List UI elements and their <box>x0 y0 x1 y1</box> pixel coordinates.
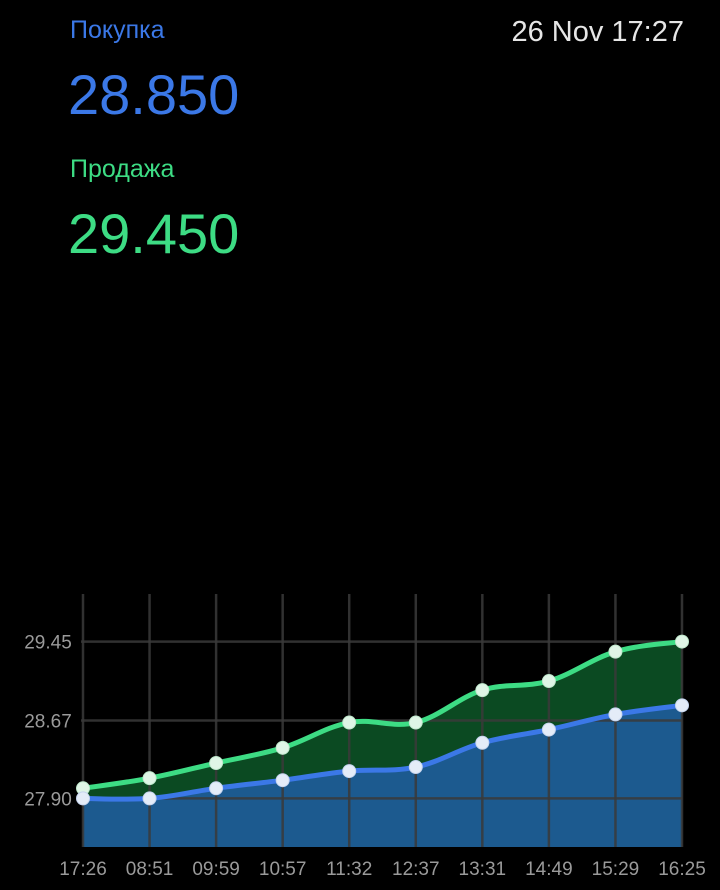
y-tick-label: 29.45 <box>24 633 72 654</box>
x-tick-label: 10:57 <box>259 859 307 880</box>
sell-point <box>209 756 224 771</box>
buy-label: Покупка <box>70 16 165 44</box>
x-tick-label: 17:26 <box>59 859 107 880</box>
sell-point <box>608 644 623 659</box>
buy-point <box>275 773 290 788</box>
x-tick-label: 08:51 <box>126 859 174 880</box>
x-tick-label: 11:32 <box>326 859 372 880</box>
x-tick-label: 09:59 <box>192 859 240 880</box>
x-tick-label: 12:37 <box>392 859 440 880</box>
buy-point <box>475 735 490 750</box>
sell-point <box>342 715 357 730</box>
y-tick-label: 27.90 <box>24 789 72 810</box>
sell-label: Продажа <box>70 155 175 183</box>
sell-point <box>541 674 556 689</box>
buy-point <box>76 791 90 806</box>
sell-point <box>142 771 157 786</box>
buy-point <box>142 791 157 806</box>
sell-point <box>675 634 689 649</box>
x-tick-label: 14:49 <box>525 859 573 880</box>
buy-point <box>675 698 689 713</box>
x-tick-label: 15:29 <box>592 859 640 880</box>
buy-point <box>608 707 623 722</box>
sell-point <box>275 740 290 755</box>
sell-point <box>475 683 490 698</box>
buy-area <box>83 705 682 847</box>
y-tick-label: 28.67 <box>24 712 72 733</box>
sell-point <box>408 715 423 730</box>
x-tick-label: 16:25 <box>658 859 706 880</box>
sell-rate-value: 29.450 <box>68 202 240 265</box>
x-tick-label: 13:31 <box>459 859 507 880</box>
buy-point <box>342 764 357 779</box>
buy-line <box>80 702 685 802</box>
buy-point <box>209 781 224 796</box>
buy-rate-value: 28.850 <box>68 63 240 126</box>
rate-chart: 29.45 28.67 27.90 17:26 08:51 09:59 10:57 11:32… <box>24 594 706 880</box>
sell-line <box>80 639 685 791</box>
buy-point <box>408 760 423 775</box>
buy-point <box>541 722 556 737</box>
timestamp: 26 Nov 17:27 <box>511 16 684 48</box>
